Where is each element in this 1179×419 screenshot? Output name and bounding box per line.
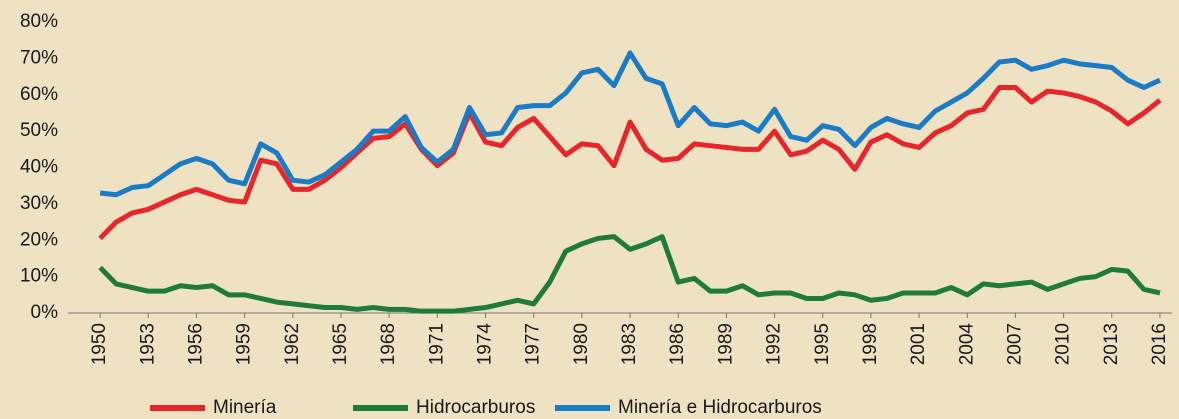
legend-label: Hidrocarburos <box>416 397 535 418</box>
x-tick-label: 1971 <box>426 323 447 365</box>
x-tick-label: 1974 <box>475 323 496 366</box>
x-tick-label: 1983 <box>619 323 640 365</box>
x-tick-label: 1962 <box>282 323 303 365</box>
x-tick-label: 2001 <box>908 323 929 365</box>
y-tick-label: 10% <box>20 266 58 287</box>
x-tick-label: 1986 <box>667 323 688 365</box>
y-tick-label: 80% <box>20 11 58 32</box>
series-line <box>99 50 1161 198</box>
y-tick-label: 0% <box>31 302 59 323</box>
x-tick-label: 1998 <box>860 323 881 365</box>
series-line <box>98 234 1161 314</box>
x-tick-label: 1956 <box>185 323 206 365</box>
x-tick-label: 1977 <box>523 323 544 365</box>
x-tick-label: 2010 <box>1053 323 1074 365</box>
x-tick-label: 2004 <box>956 323 977 366</box>
legend-label: Minería <box>213 397 277 418</box>
x-tick-label: 1968 <box>378 323 399 365</box>
x-tick-label: 1959 <box>234 323 255 365</box>
x-tick-label: 1995 <box>812 323 833 365</box>
x-tick-label: 1950 <box>89 323 110 365</box>
y-tick-label: 50% <box>20 120 58 141</box>
x-tick-label: 2013 <box>1101 323 1122 365</box>
x-tick-label: 2016 <box>1149 323 1170 365</box>
x-tick-label: 1989 <box>715 323 736 365</box>
y-tick-label: 40% <box>20 157 58 178</box>
y-tick-label: 70% <box>20 47 58 68</box>
y-tick-label: 30% <box>20 193 58 214</box>
x-tick-label: 1965 <box>330 323 351 365</box>
x-tick-label: 1980 <box>571 323 592 365</box>
legend-label: Minería e Hidrocarburos <box>618 397 822 418</box>
series-line <box>98 84 1162 241</box>
x-tick-label: 1953 <box>137 323 158 365</box>
x-tick-label: 1992 <box>764 323 785 365</box>
y-tick-label: 60% <box>20 84 58 105</box>
x-tick-label: 2007 <box>1004 323 1025 365</box>
y-tick-label: 20% <box>20 229 58 250</box>
